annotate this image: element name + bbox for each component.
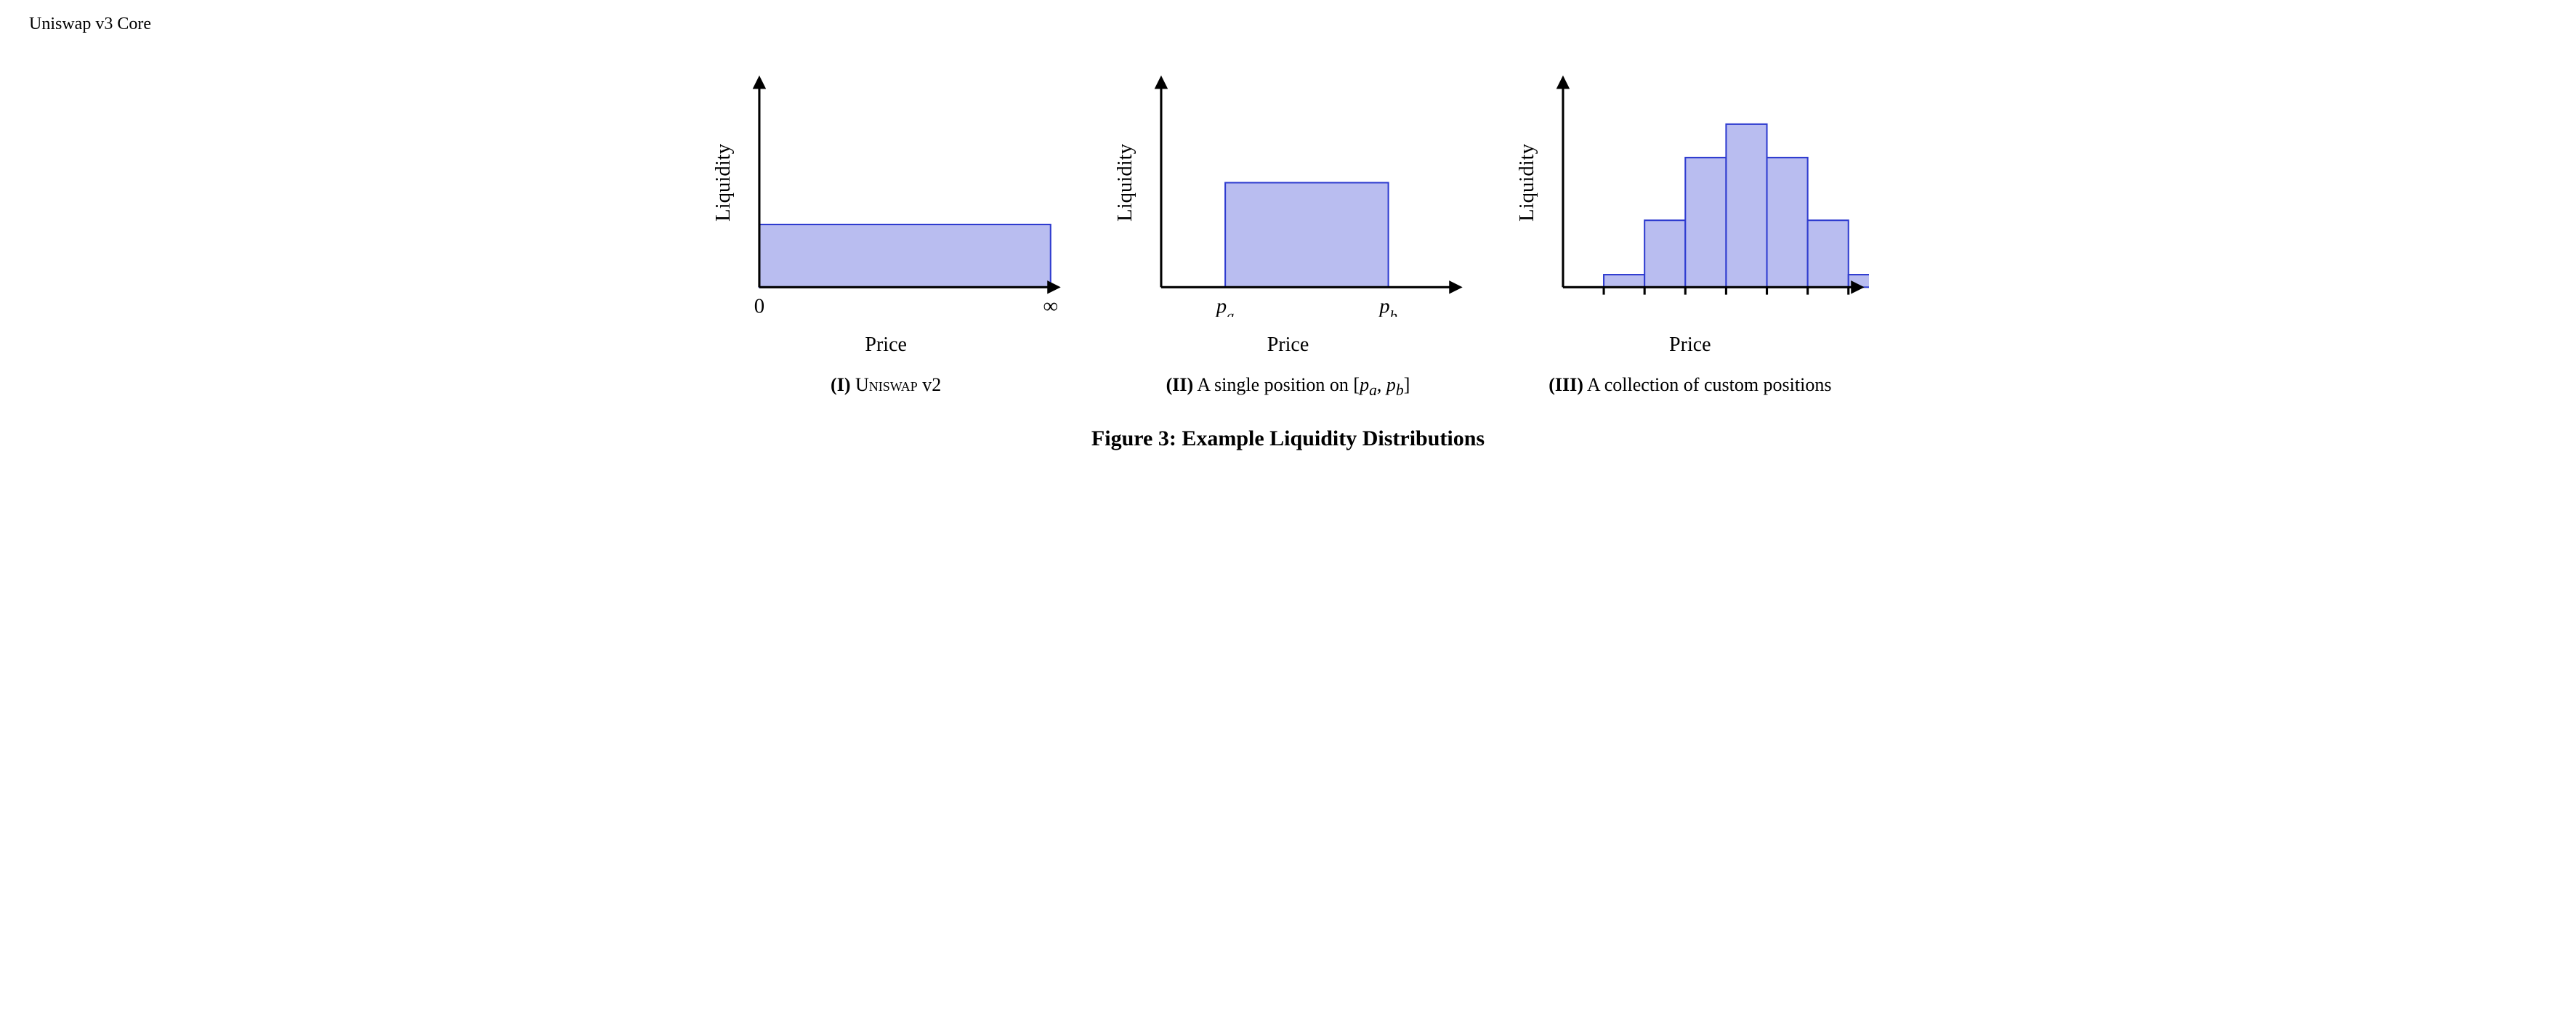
panel-1-subcaption-rest: v2 xyxy=(918,374,942,395)
panel-1-subcaption: (I) Uniswap v2 xyxy=(831,374,941,396)
panel-1-subcaption-smallcaps: Uniswap xyxy=(855,374,918,395)
svg-text:Liquidity: Liquidity xyxy=(1113,143,1136,222)
panel-1-xlabel: Price xyxy=(865,333,907,357)
panel-1-plot: Liquidity 0 ∞ xyxy=(707,63,1065,320)
panel-1-subcaption-num: (I) xyxy=(831,374,850,395)
panel-3-plot: Liquidity xyxy=(1511,63,1869,320)
panel-3-subcaption: (III) A collection of custom positions xyxy=(1549,374,1831,396)
panel-2-xlabel: Price xyxy=(1267,333,1309,357)
svg-text:pa: pa xyxy=(1215,294,1235,317)
panel-3: Liquidity Price (III) A collection of cu… xyxy=(1511,63,1869,400)
svg-text:0: 0 xyxy=(754,294,764,317)
panel-1-svg: Liquidity 0 ∞ xyxy=(707,63,1065,317)
svg-text:Liquidity: Liquidity xyxy=(711,143,734,222)
panel-1: Liquidity 0 ∞ Price (I) Uniswap v2 xyxy=(707,63,1065,400)
svg-text:∞: ∞ xyxy=(1043,294,1058,317)
panel-3-subcaption-text: A collection of custom positions xyxy=(1583,374,1832,395)
panel-2-subcaption: (II) A single position on [pa, pb] xyxy=(1166,374,1410,400)
panel-2-subcaption-num: (II) xyxy=(1166,374,1194,395)
page: Uniswap v3 Core Liquidity 0 ∞ Price (I) Un… xyxy=(0,0,2576,480)
figure-caption: Figure 3: Example Liquidity Distribution… xyxy=(29,426,2547,451)
figure-panels-row: Liquidity 0 ∞ Price (I) Uniswap v2 Liquidi… xyxy=(707,63,1870,400)
svg-text:Liquidity: Liquidity xyxy=(1515,143,1538,222)
panel-3-xlabel: Price xyxy=(1669,333,1711,357)
panel-2-plot: Liquidity pa pb xyxy=(1109,63,1467,320)
panel-2: Liquidity pa pb Price (II) A single positi… xyxy=(1109,63,1467,400)
panel-3-subcaption-num: (III) xyxy=(1549,374,1583,395)
document-header: Uniswap v3 Core xyxy=(29,15,2547,34)
panel-2-subcaption-text: A single position on [pa, pb] xyxy=(1193,374,1410,395)
panel-3-svg: Liquidity xyxy=(1511,63,1869,317)
panel-2-svg: Liquidity pa pb xyxy=(1109,63,1467,317)
svg-text:pb: pb xyxy=(1378,294,1397,317)
